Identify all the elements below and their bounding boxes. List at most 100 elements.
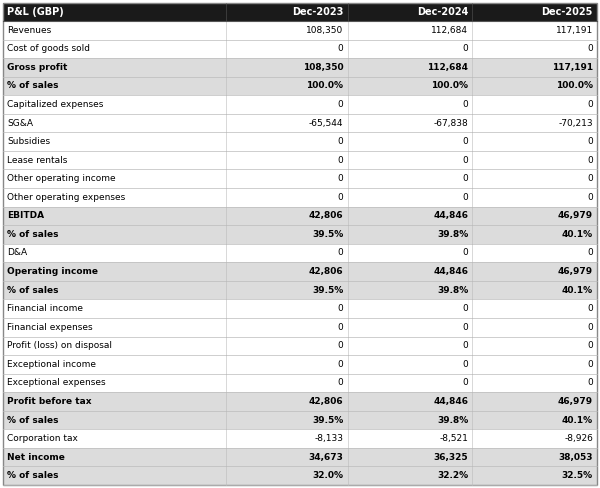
Bar xyxy=(226,300,347,318)
Text: 112,684: 112,684 xyxy=(427,63,468,72)
Bar xyxy=(3,429,226,448)
Text: 0: 0 xyxy=(463,378,468,387)
Text: 42,806: 42,806 xyxy=(309,211,344,221)
Bar xyxy=(347,3,472,21)
Bar xyxy=(3,467,226,485)
Text: -70,213: -70,213 xyxy=(559,119,593,127)
Text: 0: 0 xyxy=(463,193,468,202)
Text: 108,350: 108,350 xyxy=(306,26,344,35)
Text: 0: 0 xyxy=(587,156,593,165)
Bar xyxy=(226,244,347,262)
Bar xyxy=(3,262,226,281)
Bar xyxy=(472,448,597,467)
Bar xyxy=(226,169,347,188)
Text: 0: 0 xyxy=(338,304,344,313)
Bar xyxy=(347,132,472,151)
Bar xyxy=(226,3,347,21)
Bar xyxy=(3,95,226,114)
Text: Profit (loss) on disposal: Profit (loss) on disposal xyxy=(7,341,112,350)
Bar xyxy=(226,448,347,467)
Text: Financial expenses: Financial expenses xyxy=(7,323,92,332)
Text: 0: 0 xyxy=(587,360,593,369)
Bar xyxy=(347,77,472,95)
Text: Net income: Net income xyxy=(7,453,65,462)
Text: 42,806: 42,806 xyxy=(309,397,344,406)
Bar xyxy=(3,392,226,411)
Text: 100.0%: 100.0% xyxy=(307,81,344,90)
Text: 0: 0 xyxy=(338,137,344,146)
Bar xyxy=(226,21,347,40)
Text: 38,053: 38,053 xyxy=(559,453,593,462)
Text: 0: 0 xyxy=(463,44,468,53)
Bar xyxy=(226,225,347,244)
Text: 0: 0 xyxy=(463,341,468,350)
Bar xyxy=(347,355,472,374)
Bar xyxy=(226,206,347,225)
Text: 0: 0 xyxy=(587,341,593,350)
Bar xyxy=(226,77,347,95)
Text: -65,544: -65,544 xyxy=(309,119,344,127)
Text: 0: 0 xyxy=(463,304,468,313)
Text: 34,673: 34,673 xyxy=(308,453,344,462)
Bar xyxy=(3,151,226,169)
Bar xyxy=(472,21,597,40)
Text: Cost of goods sold: Cost of goods sold xyxy=(7,44,90,53)
Text: 117,191: 117,191 xyxy=(552,63,593,72)
Bar xyxy=(347,318,472,337)
Bar xyxy=(226,281,347,300)
Text: 0: 0 xyxy=(587,193,593,202)
Bar xyxy=(3,300,226,318)
Text: 32.2%: 32.2% xyxy=(437,471,468,480)
Text: 0: 0 xyxy=(587,100,593,109)
Bar xyxy=(472,374,597,392)
Text: Dec-2023: Dec-2023 xyxy=(292,7,344,17)
Text: % of sales: % of sales xyxy=(7,81,59,90)
Text: 0: 0 xyxy=(338,341,344,350)
Bar xyxy=(472,300,597,318)
Bar xyxy=(226,392,347,411)
Bar xyxy=(226,467,347,485)
Text: Profit before tax: Profit before tax xyxy=(7,397,91,406)
Bar xyxy=(226,58,347,77)
Text: 46,979: 46,979 xyxy=(558,397,593,406)
Bar xyxy=(347,448,472,467)
Text: SG&A: SG&A xyxy=(7,119,33,127)
Text: 0: 0 xyxy=(587,304,593,313)
Bar xyxy=(3,3,226,21)
Bar xyxy=(347,337,472,355)
Text: 0: 0 xyxy=(463,137,468,146)
Text: 39.8%: 39.8% xyxy=(437,416,468,425)
Bar xyxy=(3,411,226,429)
Bar xyxy=(472,132,597,151)
Text: 0: 0 xyxy=(338,174,344,183)
Bar xyxy=(3,114,226,132)
Text: 0: 0 xyxy=(338,100,344,109)
Bar xyxy=(347,58,472,77)
Bar xyxy=(347,262,472,281)
Text: 0: 0 xyxy=(587,378,593,387)
Bar xyxy=(226,411,347,429)
Bar xyxy=(3,188,226,206)
Bar xyxy=(3,58,226,77)
Bar xyxy=(472,77,597,95)
Text: Exceptional income: Exceptional income xyxy=(7,360,96,369)
Text: 44,846: 44,846 xyxy=(433,211,468,221)
Bar xyxy=(226,355,347,374)
Text: 0: 0 xyxy=(587,323,593,332)
Bar xyxy=(3,169,226,188)
Bar xyxy=(472,169,597,188)
Bar xyxy=(347,374,472,392)
Text: % of sales: % of sales xyxy=(7,471,59,480)
Bar xyxy=(3,132,226,151)
Bar xyxy=(347,95,472,114)
Bar xyxy=(226,132,347,151)
Bar xyxy=(472,95,597,114)
Bar xyxy=(226,114,347,132)
Bar xyxy=(3,355,226,374)
Bar xyxy=(3,374,226,392)
Text: 39.5%: 39.5% xyxy=(312,416,344,425)
Text: % of sales: % of sales xyxy=(7,230,59,239)
Text: 46,979: 46,979 xyxy=(558,267,593,276)
Text: -67,838: -67,838 xyxy=(434,119,468,127)
Text: 0: 0 xyxy=(463,100,468,109)
